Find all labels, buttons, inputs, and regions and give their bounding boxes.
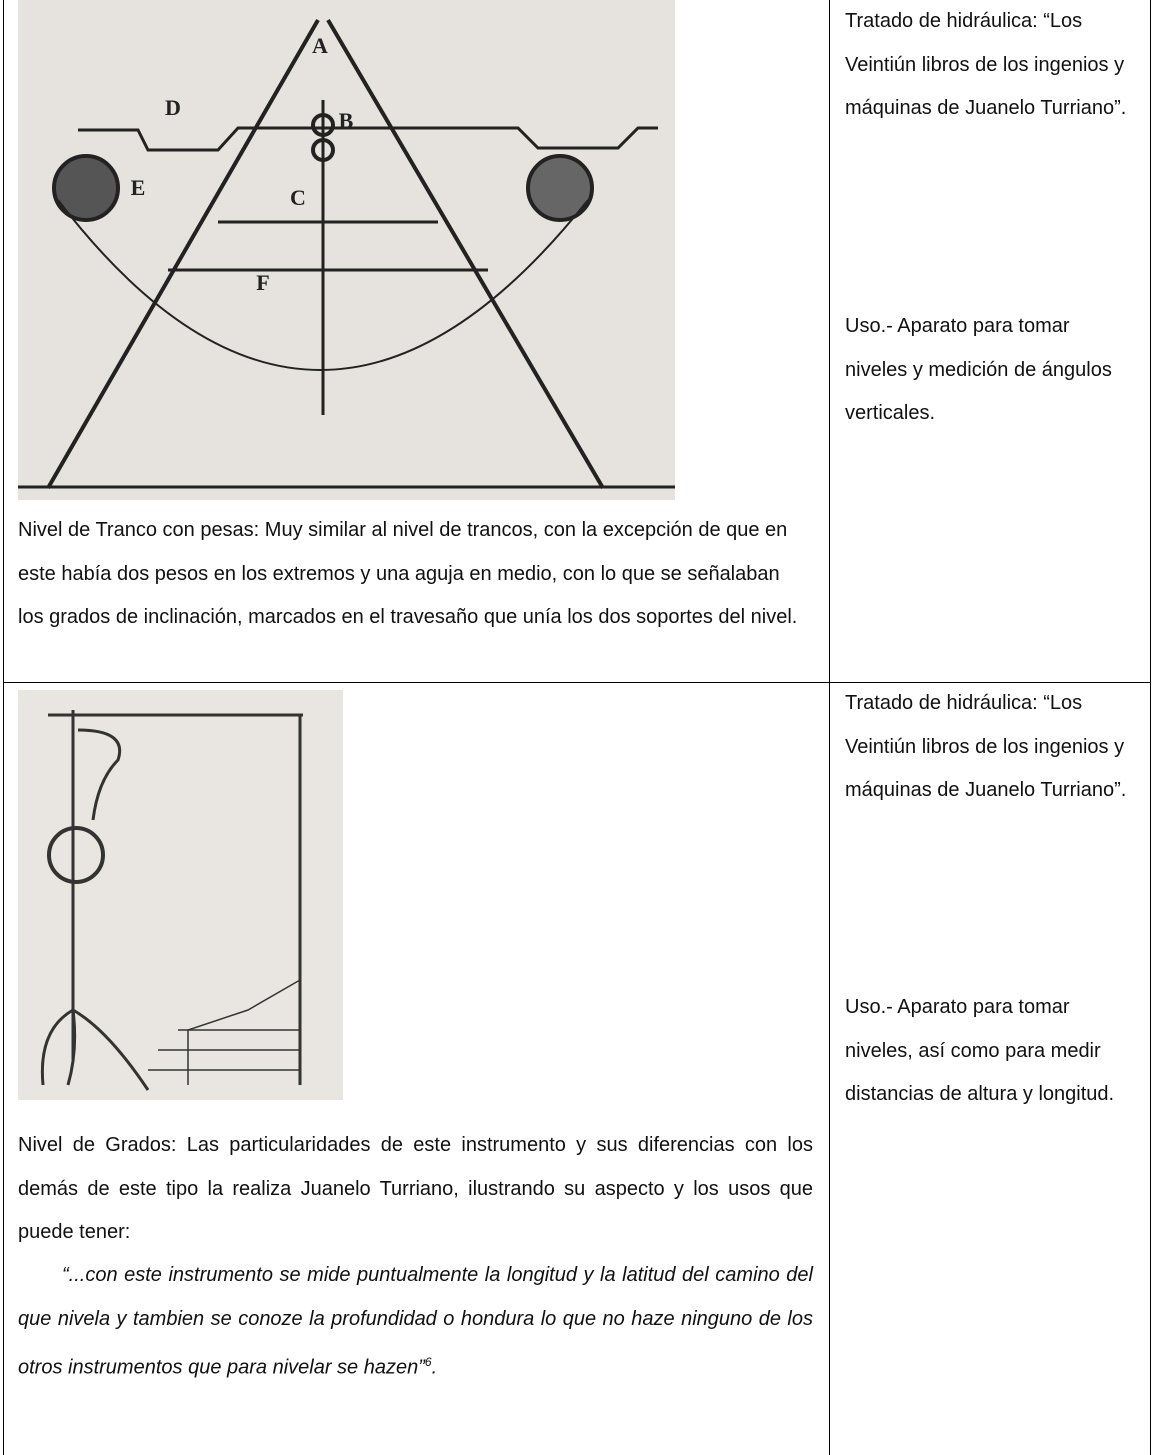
border bbox=[3, 682, 1151, 683]
use: Uso.- Aparato para tomar niveles y medic… bbox=[845, 315, 1112, 424]
figure-label: A bbox=[312, 33, 328, 58]
border bbox=[1150, 0, 1151, 1455]
source: Tratado de hidráulica: “Los Veintiún lib… bbox=[845, 10, 1127, 119]
border bbox=[829, 0, 830, 1455]
border bbox=[3, 0, 4, 1455]
quote-end: . bbox=[431, 1356, 438, 1379]
figure-label: C bbox=[290, 185, 306, 210]
figure-label: E bbox=[131, 175, 146, 200]
figure-level-degrees bbox=[18, 690, 343, 1100]
quote-text: “...con este instrumento se mide puntual… bbox=[18, 1264, 813, 1379]
description: Nivel de Grados: Las particularidades de… bbox=[18, 1134, 813, 1243]
footnote-ref: 6 bbox=[424, 1355, 432, 1369]
description: Nivel de Tranco con pesas: Muy similar a… bbox=[18, 519, 798, 628]
figure-label: D bbox=[165, 95, 181, 120]
figure-label: F bbox=[256, 270, 269, 295]
figure-label: B bbox=[339, 108, 354, 133]
quote: “...con este instrumento se mide puntual… bbox=[18, 1254, 813, 1390]
use: Uso.- Aparato para tomar niveles, así co… bbox=[845, 996, 1115, 1105]
figure-level-weights: A B C D E F bbox=[18, 0, 675, 500]
source: Tratado de hidráulica: “Los Veintiún lib… bbox=[845, 692, 1127, 801]
